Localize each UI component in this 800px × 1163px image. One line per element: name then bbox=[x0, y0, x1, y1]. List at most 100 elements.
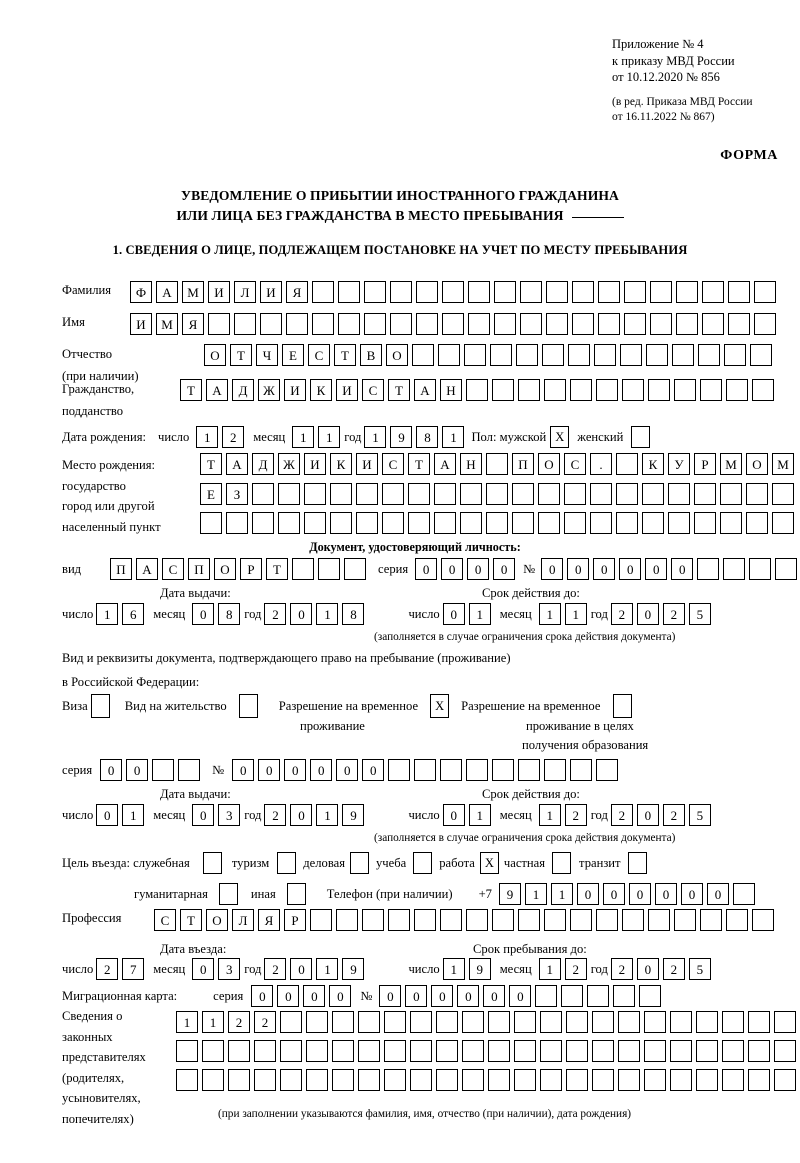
form-cell[interactable]: 1 bbox=[538, 958, 561, 980]
form-cell[interactable] bbox=[544, 909, 566, 931]
form-cell[interactable] bbox=[468, 281, 490, 303]
form-cell[interactable]: 2 bbox=[254, 1011, 276, 1033]
form-cell[interactable]: 9 bbox=[498, 883, 521, 905]
form-cell[interactable] bbox=[292, 558, 314, 580]
form-cell[interactable] bbox=[332, 1011, 354, 1033]
form-cell[interactable]: О bbox=[538, 453, 560, 475]
form-cell[interactable]: 1 bbox=[316, 603, 339, 625]
form-cell[interactable] bbox=[720, 483, 742, 505]
form-cell[interactable] bbox=[644, 1011, 666, 1033]
form-cell[interactable] bbox=[488, 1040, 510, 1062]
form-cell[interactable] bbox=[639, 985, 662, 1007]
form-cell[interactable] bbox=[570, 379, 592, 401]
form-cell[interactable] bbox=[518, 379, 540, 401]
form-cell[interactable] bbox=[518, 759, 541, 781]
form-cell[interactable]: 0 bbox=[576, 883, 599, 905]
form-cell[interactable] bbox=[724, 344, 746, 366]
form-cell[interactable]: Т bbox=[230, 344, 252, 366]
form-cell[interactable] bbox=[546, 313, 568, 335]
form-cell[interactable]: 0 bbox=[457, 985, 480, 1007]
form-cell[interactable]: С bbox=[362, 379, 384, 401]
form-cell[interactable] bbox=[226, 512, 248, 534]
form-cell[interactable]: 1 bbox=[96, 603, 119, 625]
form-cell[interactable] bbox=[544, 379, 566, 401]
form-cell[interactable]: Т bbox=[266, 558, 288, 580]
form-cell[interactable]: Т bbox=[408, 453, 430, 475]
form-cell[interactable] bbox=[590, 483, 612, 505]
form-cell[interactable] bbox=[674, 909, 696, 931]
form-cell[interactable]: 8 bbox=[416, 426, 439, 448]
form-cell[interactable] bbox=[722, 1069, 744, 1091]
form-cell[interactable] bbox=[280, 1011, 302, 1033]
form-cell[interactable] bbox=[286, 313, 308, 335]
form-cell[interactable]: О bbox=[204, 344, 226, 366]
form-cell[interactable]: 0 bbox=[258, 759, 281, 781]
form-cell[interactable] bbox=[722, 1040, 744, 1062]
form-cell[interactable]: О bbox=[386, 344, 408, 366]
form-cell[interactable] bbox=[624, 313, 646, 335]
form-cell[interactable]: 0 bbox=[96, 804, 119, 826]
form-cell[interactable] bbox=[700, 379, 722, 401]
form-cell[interactable]: 2 bbox=[610, 804, 633, 826]
form-cell[interactable] bbox=[466, 909, 488, 931]
form-cell[interactable]: 9 bbox=[342, 958, 365, 980]
form-cell[interactable]: М bbox=[772, 453, 794, 475]
form-cell[interactable] bbox=[410, 1011, 432, 1033]
form-cell[interactable] bbox=[318, 558, 340, 580]
form-cell[interactable] bbox=[622, 909, 644, 931]
form-cell[interactable] bbox=[774, 1040, 796, 1062]
form-cell[interactable]: 0 bbox=[483, 985, 506, 1007]
purpose-other-checkbox[interactable] bbox=[286, 883, 306, 905]
form-cell[interactable] bbox=[382, 483, 404, 505]
form-cell[interactable] bbox=[410, 1040, 432, 1062]
form-cell[interactable] bbox=[228, 1040, 250, 1062]
form-cell[interactable]: 0 bbox=[232, 759, 255, 781]
form-cell[interactable] bbox=[390, 281, 412, 303]
form-cell[interactable] bbox=[696, 1040, 718, 1062]
form-cell[interactable] bbox=[462, 1069, 484, 1091]
form-cell[interactable] bbox=[260, 313, 282, 335]
form-cell[interactable]: С bbox=[162, 558, 184, 580]
temp-residence-checkbox[interactable]: X bbox=[430, 694, 450, 718]
form-cell[interactable] bbox=[722, 1011, 744, 1033]
form-cell[interactable] bbox=[676, 313, 698, 335]
form-cell[interactable]: 1 bbox=[316, 804, 339, 826]
form-cell[interactable] bbox=[330, 512, 352, 534]
form-cell[interactable]: 2 bbox=[222, 426, 245, 448]
form-cell[interactable]: 0 bbox=[431, 985, 454, 1007]
form-cell[interactable] bbox=[732, 883, 755, 905]
form-cell[interactable] bbox=[488, 1011, 510, 1033]
form-cell[interactable] bbox=[540, 1069, 562, 1091]
form-cell[interactable]: 2 bbox=[662, 603, 685, 625]
form-cell[interactable] bbox=[414, 909, 436, 931]
birth-place-row-3-cells[interactable] bbox=[200, 512, 794, 534]
form-cell[interactable] bbox=[434, 512, 456, 534]
form-cell[interactable] bbox=[772, 483, 794, 505]
form-cell[interactable]: 1 bbox=[292, 426, 315, 448]
form-cell[interactable]: К bbox=[330, 453, 352, 475]
form-cell[interactable]: Ч bbox=[256, 344, 278, 366]
sex-male-checkbox[interactable]: X bbox=[550, 426, 570, 448]
form-cell[interactable]: И bbox=[260, 281, 282, 303]
form-cell[interactable]: И bbox=[356, 453, 378, 475]
form-cell[interactable]: И bbox=[336, 379, 358, 401]
form-cell[interactable]: 0 bbox=[310, 759, 333, 781]
form-cell[interactable]: 8 bbox=[218, 603, 241, 625]
form-cell[interactable] bbox=[436, 1040, 458, 1062]
form-cell[interactable] bbox=[358, 1040, 380, 1062]
form-cell[interactable]: 0 bbox=[277, 985, 300, 1007]
form-cell[interactable] bbox=[280, 1040, 302, 1062]
form-cell[interactable]: Р bbox=[694, 453, 716, 475]
form-cell[interactable]: К bbox=[642, 453, 664, 475]
form-cell[interactable]: Р bbox=[240, 558, 262, 580]
form-cell[interactable]: 0 bbox=[706, 883, 729, 905]
